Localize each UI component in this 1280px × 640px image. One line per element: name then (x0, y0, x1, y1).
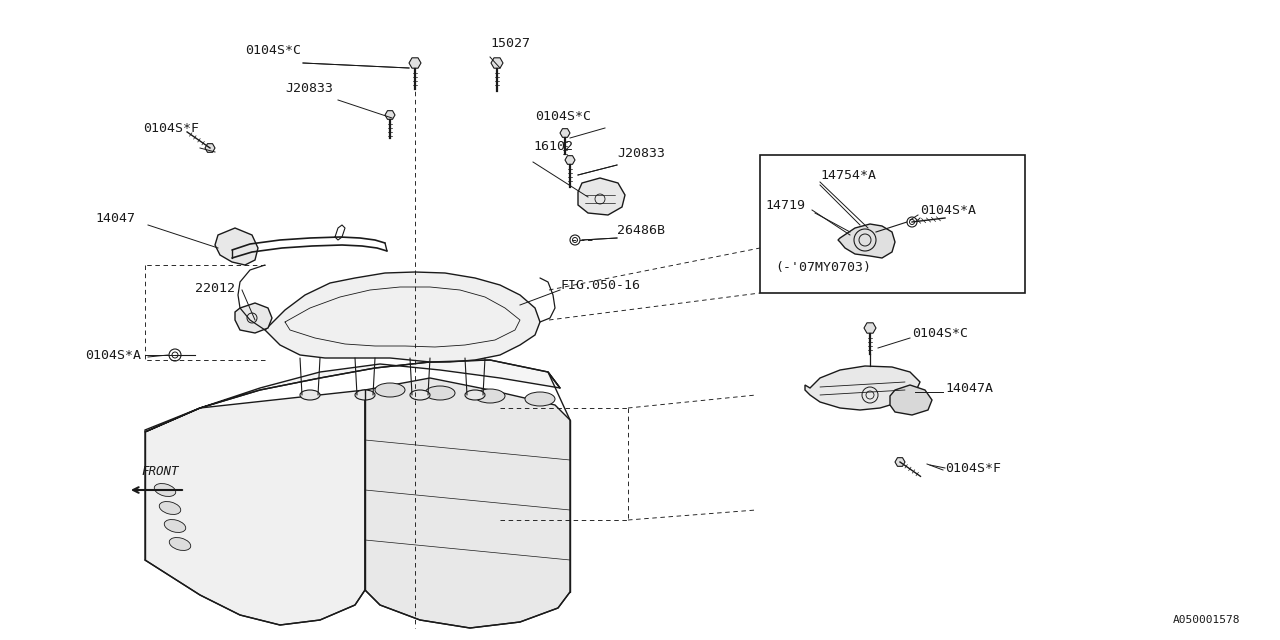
Ellipse shape (525, 392, 556, 406)
Polygon shape (561, 129, 570, 138)
Ellipse shape (169, 538, 191, 550)
Text: 14754*A: 14754*A (820, 168, 876, 182)
Polygon shape (805, 366, 920, 410)
Text: 14047A: 14047A (945, 381, 993, 394)
Polygon shape (492, 58, 503, 68)
Ellipse shape (355, 390, 375, 400)
Text: 0104S*F: 0104S*F (945, 461, 1001, 474)
Text: (-'07MY0703): (-'07MY0703) (774, 260, 870, 273)
Text: J20833: J20833 (285, 82, 333, 95)
Text: 0104S*C: 0104S*C (244, 44, 301, 57)
Text: 22012: 22012 (195, 282, 236, 294)
Text: J20833: J20833 (617, 147, 666, 159)
Text: 0104S*C: 0104S*C (913, 326, 968, 339)
Text: 0104S*A: 0104S*A (84, 349, 141, 362)
Text: FRONT: FRONT (141, 465, 179, 478)
Ellipse shape (164, 520, 186, 532)
Polygon shape (236, 303, 273, 333)
Ellipse shape (375, 383, 404, 397)
Polygon shape (579, 178, 625, 215)
Ellipse shape (410, 390, 430, 400)
Text: 14719: 14719 (765, 198, 805, 211)
Polygon shape (838, 224, 895, 258)
Polygon shape (890, 385, 932, 415)
Ellipse shape (300, 390, 320, 400)
Ellipse shape (425, 386, 454, 400)
Ellipse shape (155, 484, 175, 497)
Polygon shape (864, 323, 876, 333)
Ellipse shape (465, 390, 485, 400)
Bar (760, 155, 1025, 293)
Text: 0104S*A: 0104S*A (920, 204, 977, 216)
Polygon shape (145, 390, 365, 625)
Ellipse shape (159, 502, 180, 515)
Text: FIG.050-16: FIG.050-16 (561, 278, 640, 291)
Polygon shape (365, 378, 570, 628)
Text: 0104S*F: 0104S*F (143, 122, 198, 134)
Polygon shape (895, 458, 905, 467)
Text: 15027: 15027 (490, 37, 530, 50)
Polygon shape (215, 228, 259, 265)
Polygon shape (205, 143, 215, 152)
Text: A050001578: A050001578 (1172, 615, 1240, 625)
Text: 26486B: 26486B (617, 223, 666, 237)
Text: 14047: 14047 (95, 211, 134, 225)
Polygon shape (410, 58, 421, 68)
Polygon shape (385, 111, 396, 119)
Text: 16102: 16102 (532, 140, 573, 153)
Polygon shape (145, 360, 561, 432)
Ellipse shape (475, 389, 506, 403)
Text: 0104S*C: 0104S*C (535, 110, 591, 123)
Polygon shape (265, 272, 540, 362)
Polygon shape (564, 156, 575, 164)
